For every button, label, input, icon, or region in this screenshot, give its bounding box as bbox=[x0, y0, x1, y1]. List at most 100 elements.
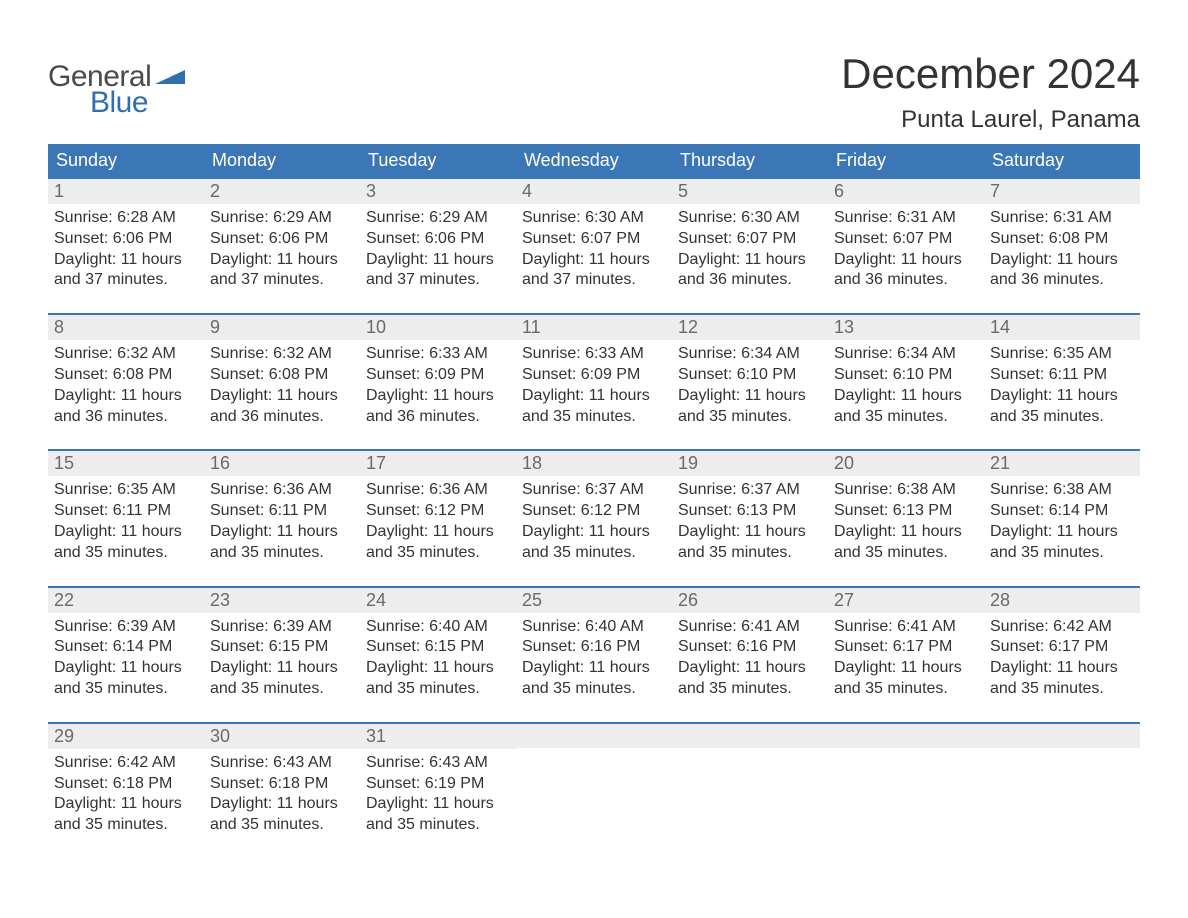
weekday-monday: Monday bbox=[204, 144, 360, 177]
day-cell: 12Sunrise: 6:34 AMSunset: 6:10 PMDayligh… bbox=[672, 315, 828, 435]
day-dl2: and 36 minutes. bbox=[54, 407, 198, 428]
day-dl1: Daylight: 11 hours bbox=[366, 386, 510, 407]
day-dl2: and 37 minutes. bbox=[54, 270, 198, 291]
day-sunrise: Sunrise: 6:30 AM bbox=[678, 208, 822, 229]
day-number: 23 bbox=[210, 590, 230, 610]
day-number: 22 bbox=[54, 590, 74, 610]
empty-daynum-strip bbox=[828, 724, 984, 748]
day-sunset: Sunset: 6:12 PM bbox=[366, 501, 510, 522]
day-sunset: Sunset: 6:11 PM bbox=[990, 365, 1134, 386]
day-cell: 27Sunrise: 6:41 AMSunset: 6:17 PMDayligh… bbox=[828, 588, 984, 708]
day-sunrise: Sunrise: 6:33 AM bbox=[366, 344, 510, 365]
day-sunrise: Sunrise: 6:36 AM bbox=[366, 480, 510, 501]
day-dl2: and 35 minutes. bbox=[678, 679, 822, 700]
day-sunset: Sunset: 6:07 PM bbox=[834, 229, 978, 250]
day-cell: 31Sunrise: 6:43 AMSunset: 6:19 PMDayligh… bbox=[360, 724, 516, 844]
day-dl2: and 35 minutes. bbox=[210, 815, 354, 836]
day-number: 18 bbox=[522, 453, 542, 473]
day-cell: 14Sunrise: 6:35 AMSunset: 6:11 PMDayligh… bbox=[984, 315, 1140, 435]
day-cell: 23Sunrise: 6:39 AMSunset: 6:15 PMDayligh… bbox=[204, 588, 360, 708]
weekday-friday: Friday bbox=[828, 144, 984, 177]
day-sunrise: Sunrise: 6:37 AM bbox=[522, 480, 666, 501]
daynum-strip: 4 bbox=[516, 179, 672, 204]
day-cell: 11Sunrise: 6:33 AMSunset: 6:09 PMDayligh… bbox=[516, 315, 672, 435]
day-dl2: and 35 minutes. bbox=[834, 407, 978, 428]
day-dl2: and 35 minutes. bbox=[522, 543, 666, 564]
day-number: 27 bbox=[834, 590, 854, 610]
day-number: 21 bbox=[990, 453, 1010, 473]
day-dl1: Daylight: 11 hours bbox=[54, 386, 198, 407]
empty-daynum-strip bbox=[672, 724, 828, 748]
day-dl2: and 37 minutes. bbox=[366, 270, 510, 291]
day-cell bbox=[984, 724, 1140, 844]
day-sunset: Sunset: 6:14 PM bbox=[990, 501, 1134, 522]
day-sunset: Sunset: 6:09 PM bbox=[522, 365, 666, 386]
day-cell: 19Sunrise: 6:37 AMSunset: 6:13 PMDayligh… bbox=[672, 451, 828, 571]
day-sunset: Sunset: 6:16 PM bbox=[522, 637, 666, 658]
day-number: 10 bbox=[366, 317, 386, 337]
day-cell: 26Sunrise: 6:41 AMSunset: 6:16 PMDayligh… bbox=[672, 588, 828, 708]
day-sunrise: Sunrise: 6:28 AM bbox=[54, 208, 198, 229]
daynum-strip: 30 bbox=[204, 724, 360, 749]
daynum-strip: 22 bbox=[48, 588, 204, 613]
day-cell: 22Sunrise: 6:39 AMSunset: 6:14 PMDayligh… bbox=[48, 588, 204, 708]
daynum-strip: 18 bbox=[516, 451, 672, 476]
day-dl2: and 35 minutes. bbox=[210, 679, 354, 700]
day-dl2: and 35 minutes. bbox=[834, 543, 978, 564]
day-sunrise: Sunrise: 6:34 AM bbox=[834, 344, 978, 365]
day-dl1: Daylight: 11 hours bbox=[210, 250, 354, 271]
day-cell: 8Sunrise: 6:32 AMSunset: 6:08 PMDaylight… bbox=[48, 315, 204, 435]
day-cell: 21Sunrise: 6:38 AMSunset: 6:14 PMDayligh… bbox=[984, 451, 1140, 571]
day-number: 14 bbox=[990, 317, 1010, 337]
day-sunrise: Sunrise: 6:31 AM bbox=[834, 208, 978, 229]
day-sunset: Sunset: 6:08 PM bbox=[210, 365, 354, 386]
week-row: 29Sunrise: 6:42 AMSunset: 6:18 PMDayligh… bbox=[48, 722, 1140, 844]
daynum-strip: 3 bbox=[360, 179, 516, 204]
day-number: 30 bbox=[210, 726, 230, 746]
day-sunset: Sunset: 6:06 PM bbox=[210, 229, 354, 250]
day-cell: 9Sunrise: 6:32 AMSunset: 6:08 PMDaylight… bbox=[204, 315, 360, 435]
day-number: 17 bbox=[366, 453, 386, 473]
day-dl1: Daylight: 11 hours bbox=[990, 250, 1134, 271]
day-sunset: Sunset: 6:10 PM bbox=[834, 365, 978, 386]
day-dl2: and 35 minutes. bbox=[678, 543, 822, 564]
day-dl1: Daylight: 11 hours bbox=[366, 794, 510, 815]
day-number: 26 bbox=[678, 590, 698, 610]
day-dl1: Daylight: 11 hours bbox=[990, 522, 1134, 543]
day-dl2: and 35 minutes. bbox=[210, 543, 354, 564]
day-sunrise: Sunrise: 6:40 AM bbox=[522, 617, 666, 638]
day-cell: 5Sunrise: 6:30 AMSunset: 6:07 PMDaylight… bbox=[672, 179, 828, 299]
day-number: 3 bbox=[366, 181, 376, 201]
day-sunrise: Sunrise: 6:38 AM bbox=[834, 480, 978, 501]
day-dl1: Daylight: 11 hours bbox=[678, 522, 822, 543]
daynum-strip: 7 bbox=[984, 179, 1140, 204]
weekday-thursday: Thursday bbox=[672, 144, 828, 177]
daynum-strip: 21 bbox=[984, 451, 1140, 476]
day-dl1: Daylight: 11 hours bbox=[678, 386, 822, 407]
day-number: 31 bbox=[366, 726, 386, 746]
day-dl1: Daylight: 11 hours bbox=[54, 522, 198, 543]
day-sunset: Sunset: 6:17 PM bbox=[990, 637, 1134, 658]
day-dl2: and 35 minutes. bbox=[54, 679, 198, 700]
day-dl1: Daylight: 11 hours bbox=[210, 794, 354, 815]
day-dl1: Daylight: 11 hours bbox=[54, 250, 198, 271]
weekday-tuesday: Tuesday bbox=[360, 144, 516, 177]
day-number: 4 bbox=[522, 181, 532, 201]
daynum-strip: 25 bbox=[516, 588, 672, 613]
day-number: 20 bbox=[834, 453, 854, 473]
daynum-strip: 16 bbox=[204, 451, 360, 476]
day-dl1: Daylight: 11 hours bbox=[522, 658, 666, 679]
day-sunrise: Sunrise: 6:35 AM bbox=[990, 344, 1134, 365]
day-number: 6 bbox=[834, 181, 844, 201]
day-dl2: and 35 minutes. bbox=[990, 543, 1134, 564]
day-sunset: Sunset: 6:10 PM bbox=[678, 365, 822, 386]
day-cell: 7Sunrise: 6:31 AMSunset: 6:08 PMDaylight… bbox=[984, 179, 1140, 299]
weekday-sunday: Sunday bbox=[48, 144, 204, 177]
day-cell: 30Sunrise: 6:43 AMSunset: 6:18 PMDayligh… bbox=[204, 724, 360, 844]
empty-daynum-strip bbox=[516, 724, 672, 748]
brand-word2: Blue bbox=[90, 86, 148, 120]
weekday-saturday: Saturday bbox=[984, 144, 1140, 177]
page: General Blue December 2024 Punta Laurel,… bbox=[0, 0, 1188, 884]
day-sunset: Sunset: 6:12 PM bbox=[522, 501, 666, 522]
day-number: 13 bbox=[834, 317, 854, 337]
